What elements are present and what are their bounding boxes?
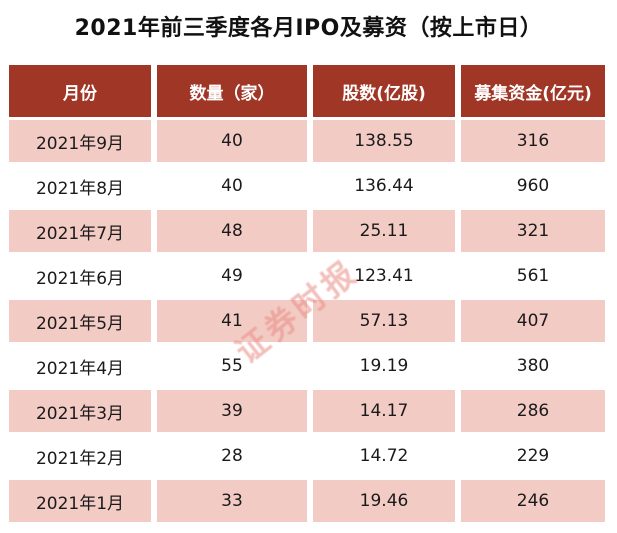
ipo-table: 月份 数量（家） 股数(亿股) 募集资金(亿元) 2021年9月 40 138.55 316… [3,62,615,525]
table-row: 2021年9月 40 138.55 316 [9,120,605,162]
table-cell: 2021年2月 [9,435,151,477]
table-row: 2021年2月 28 14.72 229 [9,435,605,477]
table-row: 2021年6月 49 123.41 561 [9,255,605,297]
table-cell: 2021年1月 [9,480,151,522]
table-cell: 2021年8月 [9,165,151,207]
table-row: 2021年4月 55 19.19 380 [9,345,605,387]
table-cell: 49 [157,255,307,297]
table-cell: 2021年4月 [9,345,151,387]
table-header-row: 月份 数量（家） 股数(亿股) 募集资金(亿元) [9,65,605,117]
column-header: 股数(亿股) [313,65,455,117]
table-cell: 2021年3月 [9,390,151,432]
page-title: 2021年前三季度各月IPO及募资（按上市日） [74,16,543,41]
column-header: 募集资金(亿元) [461,65,605,117]
table-cell: 380 [461,345,605,387]
table-cell: 286 [461,390,605,432]
table-cell: 19.19 [313,345,455,387]
table-cell: 19.46 [313,480,455,522]
table-cell: 246 [461,480,605,522]
table-cell: 14.72 [313,435,455,477]
table-cell: 138.55 [313,120,455,162]
table-cell: 321 [461,210,605,252]
table-cell: 316 [461,120,605,162]
ipo-data-table: 月份 数量（家） 股数(亿股) 募集资金(亿元) 2021年9月 40 138.55 316… [3,62,611,525]
table-row: 2021年3月 39 14.17 286 [9,390,605,432]
table-row: 2021年1月 33 19.46 246 [9,480,605,522]
table-cell: 407 [461,300,605,342]
column-header: 月份 [9,65,151,117]
table-cell: 40 [157,165,307,207]
table-row: 2021年7月 48 25.11 321 [9,210,605,252]
table-row: 2021年5月 41 57.13 407 [9,300,605,342]
table-cell: 40 [157,120,307,162]
table-cell: 136.44 [313,165,455,207]
table-row: 2021年8月 40 136.44 960 [9,165,605,207]
table-cell: 229 [461,435,605,477]
table-cell: 123.41 [313,255,455,297]
table-cell: 14.17 [313,390,455,432]
table-cell: 25.11 [313,210,455,252]
table-cell: 48 [157,210,307,252]
table-cell: 561 [461,255,605,297]
table-cell: 2021年7月 [9,210,151,252]
table-cell: 55 [157,345,307,387]
table-cell: 39 [157,390,307,432]
table-cell: 28 [157,435,307,477]
table-cell: 2021年6月 [9,255,151,297]
table-cell: 960 [461,165,605,207]
table-cell: 41 [157,300,307,342]
table-cell: 57.13 [313,300,455,342]
table-cell: 33 [157,480,307,522]
column-header: 数量（家） [157,65,307,117]
table-cell: 2021年9月 [9,120,151,162]
table-cell: 2021年5月 [9,300,151,342]
